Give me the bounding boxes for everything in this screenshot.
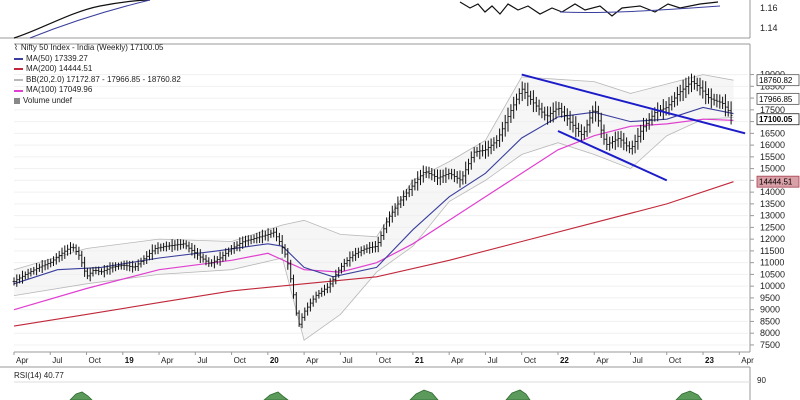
- bb-upper-line: [13, 74, 734, 271]
- ytick-label: 7500: [760, 340, 780, 350]
- ytick-label: 8000: [760, 328, 780, 338]
- price-tag: 17966.85: [756, 92, 800, 105]
- ma200-line: [13, 181, 734, 327]
- legend-ma100-row: MA(100) 17049.96: [14, 85, 181, 96]
- xtick-label: Oct: [524, 356, 537, 365]
- chart-icon: ⌇: [14, 43, 18, 52]
- ytick-label: 9500: [760, 293, 780, 303]
- xtick-label: Apr: [16, 356, 29, 365]
- ytick-label: 18500: [760, 81, 785, 91]
- price-tag-label: 17100.05: [759, 115, 793, 124]
- rsi-label: RSI(14) 40.77: [14, 371, 64, 380]
- price-tag-label: 17966.85: [759, 95, 793, 104]
- legend-volume-row: Volume undef: [14, 96, 181, 107]
- xtick-label: Jul: [487, 356, 497, 365]
- xtick-label: Jul: [633, 356, 643, 365]
- rsi-overbought-area: [263, 391, 289, 400]
- legend-ma50-row: MA(50) 17339.27: [14, 54, 181, 65]
- volume-swatch: [14, 98, 20, 105]
- ytick-label: 14000: [760, 187, 785, 197]
- xtick-label: Jul: [197, 356, 207, 365]
- price-tag: 18760.82: [756, 74, 800, 87]
- xtick-label: Apr: [161, 356, 174, 365]
- ytick-label: 13500: [760, 199, 785, 209]
- rsi-overbought-area: [69, 391, 93, 400]
- legend-bb: BB(20,2.0) 17172.87 - 17966.85 - 18760.8…: [26, 74, 181, 84]
- lower-trendline: [557, 130, 668, 182]
- top-panel-ytick: 1.16: [760, 3, 778, 13]
- xtick-label: 21: [415, 356, 424, 365]
- top-panel-ma-right: [559, 5, 721, 14]
- ytick-label: 17500: [760, 105, 785, 115]
- legend-bb-row: BB(20,2.0) 17172.87 - 17966.85 - 18760.8…: [14, 75, 181, 86]
- ma100-line: [13, 118, 734, 311]
- ytick-label: 15000: [760, 164, 785, 174]
- legend-title-row: ⌇ Nifty 50 Index - India (Weekly) 17100.0…: [14, 43, 181, 54]
- xtick-label: 19: [125, 356, 134, 365]
- legend-ma100: MA(100) 17049.96: [26, 85, 93, 95]
- chart-legend: ⌇ Nifty 50 Index - India (Weekly) 17100.0…: [14, 43, 181, 107]
- bb-band-fill: [14, 74, 734, 341]
- price-tag-box: [756, 92, 800, 105]
- ytick-label: 15500: [760, 152, 785, 162]
- bb-swatch: [14, 79, 23, 82]
- xtick-label: Oct: [89, 356, 102, 365]
- xtick-label: Jul: [52, 356, 62, 365]
- ytick-label: 13000: [760, 211, 785, 221]
- xtick-label: Apr: [451, 356, 464, 365]
- xtick-label: Oct: [234, 356, 247, 365]
- ytick-label: 11500: [760, 246, 784, 256]
- rsi-overbought-area: [505, 389, 531, 400]
- legend-ma200: MA(200) 14444.51: [26, 64, 93, 74]
- price-tag-box: [756, 175, 800, 188]
- ytick-label: 12500: [760, 222, 785, 232]
- price-tag: 17100.05: [756, 113, 800, 126]
- legend-volume: Volume undef: [23, 95, 72, 105]
- legend-ma200-row: MA(200) 14444.51: [14, 64, 181, 75]
- ytick-label: 10500: [760, 269, 785, 279]
- xtick-label: 20: [270, 356, 279, 365]
- xtick-label: Apr: [306, 356, 319, 365]
- rsi-overbought-area: [675, 390, 703, 400]
- price-tag-label: 18760.82: [759, 76, 793, 85]
- xtick-label: 22: [560, 356, 569, 365]
- xtick-label: Oct: [379, 356, 392, 365]
- price-tag-label: 14444.51: [759, 178, 793, 187]
- xtick-label: Jul: [342, 356, 352, 365]
- xtick-label: Oct: [669, 356, 682, 365]
- xtick-label: 23: [705, 356, 714, 365]
- price-tag-box: [756, 113, 800, 126]
- price-tag: 14444.51: [756, 175, 800, 188]
- ytick-label: 9000: [760, 305, 780, 315]
- upper-trendline: [521, 73, 746, 135]
- legend-ma50: MA(50) 17339.27: [26, 53, 88, 63]
- ytick-label: 10000: [760, 281, 785, 291]
- ytick-label: 11000: [760, 258, 784, 268]
- ytick-label: 12000: [760, 234, 785, 244]
- xtick-label: Apr: [596, 356, 609, 365]
- ytick-label: 16000: [760, 140, 785, 150]
- top-panel-ma-left: [29, 0, 151, 39]
- rsi-tick: 90: [757, 376, 766, 385]
- rsi-overbought-area: [409, 389, 439, 400]
- ytick-label: 8500: [760, 316, 780, 326]
- top-panel-line-left: [13, 0, 151, 39]
- price-tag-box: [756, 74, 800, 87]
- ytick-label: 16500: [760, 128, 785, 138]
- ma50-swatch: [14, 57, 23, 60]
- bb-lower-line: [13, 117, 734, 341]
- top-panel-ytick: 1.14: [760, 23, 778, 33]
- ma200-swatch: [14, 68, 23, 71]
- xtick-label: Apr: [741, 356, 754, 365]
- ma100-swatch: [14, 89, 23, 92]
- legend-title: Nifty 50 Index - India (Weekly) 17100.05: [20, 43, 164, 52]
- ma50-line: [13, 106, 734, 285]
